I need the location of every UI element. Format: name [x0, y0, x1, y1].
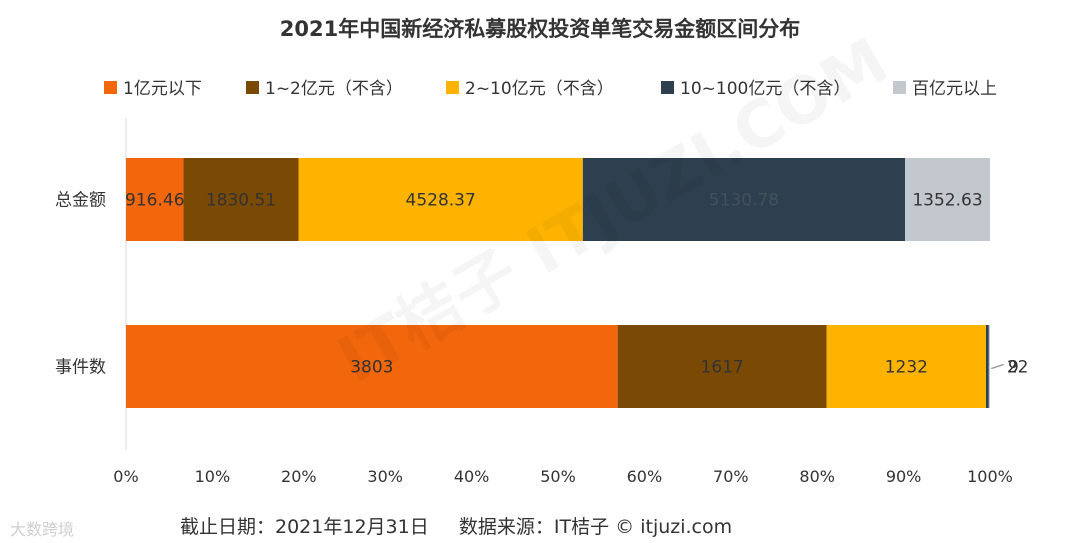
bar-segment-2-4: [985, 325, 989, 408]
legend-label-2: 1~2亿元（不含）: [265, 79, 403, 99]
legend-label-5: 百亿元以上: [912, 79, 997, 99]
footer: 大数跨境 截止日期：2021年12月31日 数据来源：IT桔子 © itjuzi…: [0, 508, 1080, 543]
data-label-1-2: 1830.51: [206, 191, 276, 211]
data-label-2-1: 3803: [350, 358, 393, 378]
legend-swatch-5: [893, 81, 906, 94]
data-label-2-5: 9: [1008, 358, 1019, 378]
legend-swatch-1: [104, 81, 117, 94]
data-label-2-2: 1617: [701, 358, 744, 378]
legend-swatch-2: [246, 81, 259, 94]
data-label-1-1: 916.46: [125, 191, 184, 211]
bar-segment-2-2: [617, 325, 827, 408]
x-tick-30%: 30%: [367, 467, 403, 486]
bar-segment-1-5: [905, 158, 990, 241]
data-source: 数据来源：IT桔子 © itjuzi.com: [458, 516, 733, 538]
chart-title: 2021年中国新经济私募股权投资单笔交易金额区间分布: [280, 17, 800, 41]
bar-segment-2-5: [988, 325, 990, 408]
bar-segment-1-1: [126, 158, 184, 241]
x-tick-0%: 0%: [113, 467, 138, 486]
cutoff-date: 截止日期：2021年12月31日: [180, 516, 429, 538]
data-label-2-3: 1232: [885, 358, 928, 378]
category-label-2: 事件数: [55, 358, 106, 378]
data-label-1-5: 1352.63: [912, 191, 982, 211]
category-label-1: 总金额: [55, 191, 106, 211]
data-label-1-4: 5130.78: [709, 191, 779, 211]
x-tick-60%: 60%: [627, 467, 663, 486]
x-tick-90%: 90%: [886, 467, 922, 486]
stacked-bar-chart: 2021年中国新经济私募股权投资单笔交易金额区间分布 1亿元以下 1~2亿元（不含）…: [55, 17, 1029, 486]
x-tick-50%: 50%: [540, 467, 576, 486]
x-tick-20%: 20%: [281, 467, 317, 486]
bar-segment-2-1: [126, 325, 618, 408]
x-tick-100%: 100%: [967, 467, 1013, 486]
x-tick-70%: 70%: [713, 467, 749, 486]
x-tick-40%: 40%: [454, 467, 490, 486]
leader-line-2-5: [991, 364, 1005, 369]
footer-text: 截止日期：2021年12月31日 数据来源：IT桔子 © itjuzi.com: [180, 512, 732, 539]
bar-segment-2-3: [826, 325, 986, 408]
x-tick-10%: 10%: [195, 467, 231, 486]
legend-label-4: 10~100亿元（不含）: [680, 79, 850, 99]
brand-badge: 大数跨境: [10, 520, 75, 539]
bar-segment-1-2: [183, 158, 299, 241]
legend-label-1: 1亿元以下: [123, 79, 202, 99]
bar-segment-1-4: [582, 158, 906, 241]
data-label-1-3: 4528.37: [406, 191, 476, 211]
legend-label-3: 2~10亿元（不含）: [465, 79, 614, 99]
legend-swatch-3: [446, 81, 459, 94]
bar-segment-1-3: [298, 158, 583, 241]
data-label-2-4: 22: [1007, 358, 1029, 378]
x-tick-80%: 80%: [799, 467, 835, 486]
legend-swatch-4: [661, 81, 674, 94]
